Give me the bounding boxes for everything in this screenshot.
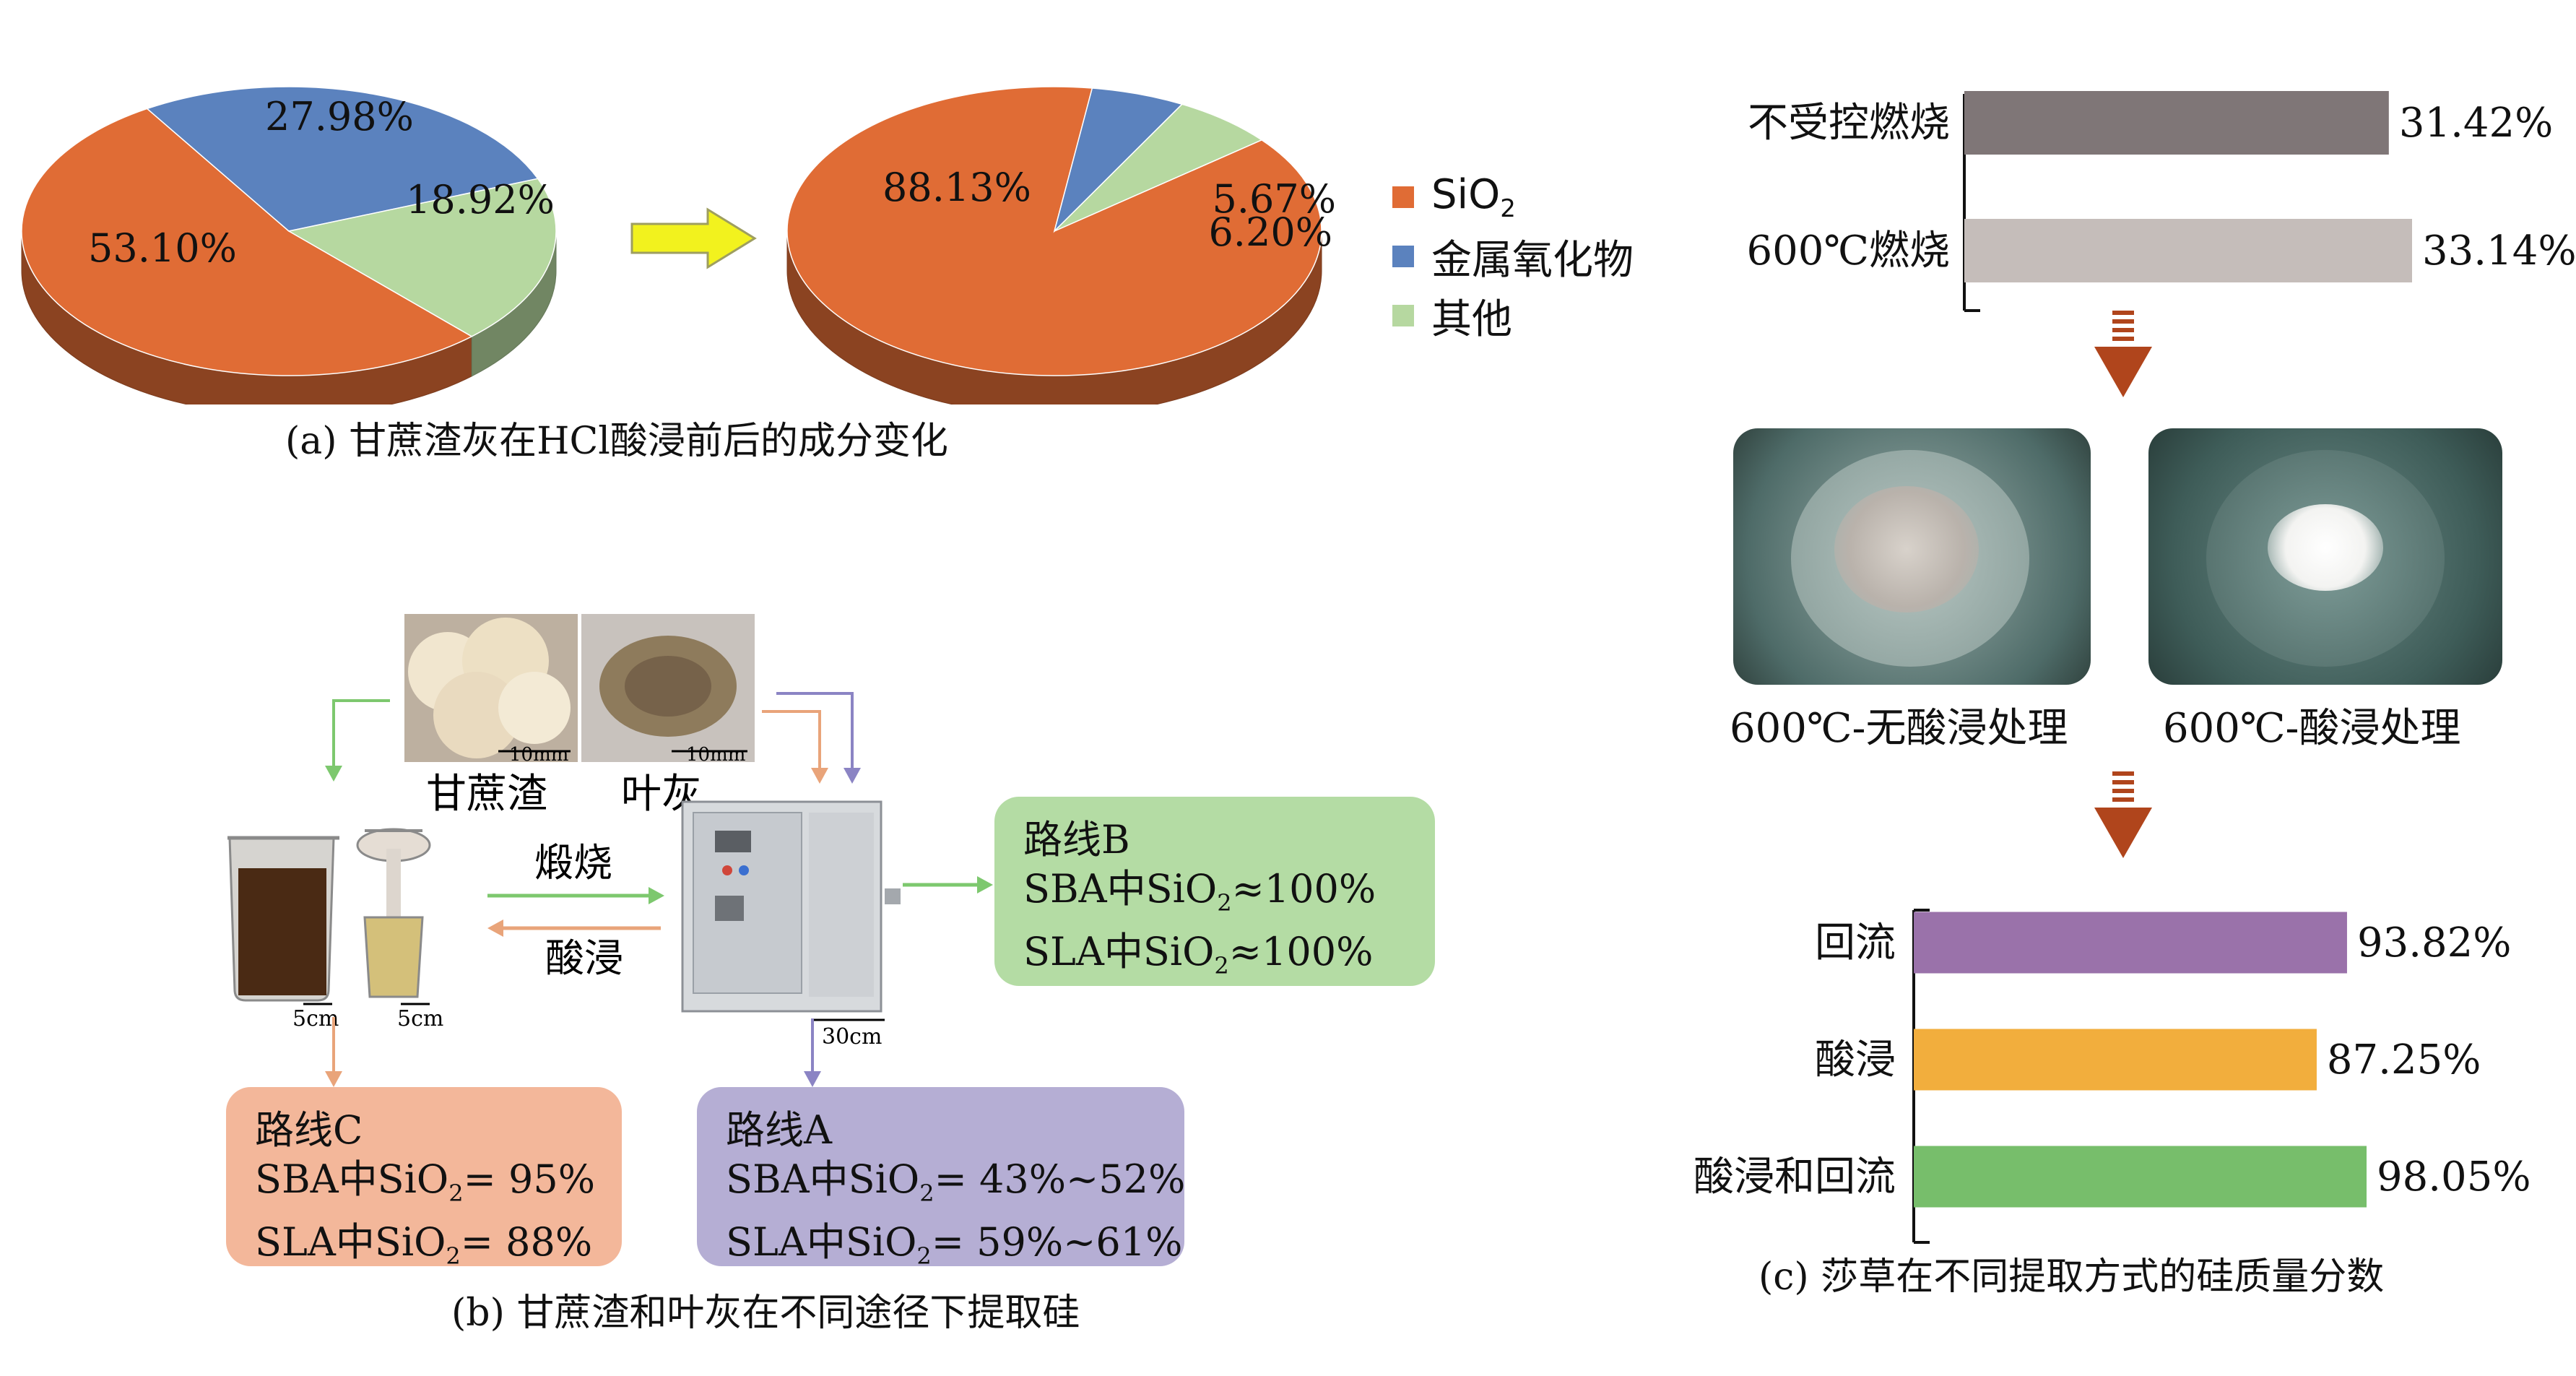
bar-chart-combustion: 不受控燃烧 31.42% 600℃燃烧 33.14% <box>1746 91 2576 312</box>
pie-slice-1 <box>146 86 539 232</box>
down-arrow-icon <box>2094 311 2152 397</box>
bar-category-1: 600℃燃烧 <box>1746 228 1950 274</box>
beaker-scale-left: 5cm <box>292 1006 339 1031</box>
route-a-box: 路线A SBA中SiO2= 43%~52% SLA中SiO2= 59%~61% <box>697 1087 1186 1270</box>
legend-swatch <box>1392 305 1414 326</box>
ash-photo-acid <box>2148 428 2502 685</box>
down-arrow-icon <box>2094 771 2152 858</box>
pie-chart-before: 53.10% 27.98% 18.92% <box>21 86 557 404</box>
route-b-line-2: SLA中SiO2≈100% <box>1023 928 1374 979</box>
pie-slice-0 <box>21 108 473 376</box>
route-b-line-1: SBA中SiO2≈100% <box>1023 866 1376 917</box>
bar-value-2: 98.05% <box>2377 1154 2531 1200</box>
furnace-scale: 30cm <box>822 1024 882 1050</box>
bar-value-0: 93.82% <box>2357 920 2512 966</box>
pie-label-2: 18.92% <box>406 177 555 222</box>
bagasse-photo <box>404 614 578 762</box>
pie-label-0: 88.13% <box>882 165 1031 210</box>
caption-panel-a: (a) 甘蔗渣灰在HCl酸浸前后的成分变化 <box>285 420 948 463</box>
photo-scale-left: 10mm <box>509 744 568 766</box>
bar-2 <box>1914 1146 2367 1208</box>
yellow-arrow-icon <box>630 207 757 269</box>
route-c-title: 路线C <box>255 1107 363 1153</box>
leaf-ash-photo <box>581 614 755 762</box>
bar-0 <box>1914 912 2347 974</box>
bar-0 <box>1964 91 2389 155</box>
process-flow-diagram: 10mm 10mm 甘蔗渣 叶灰 5cm 5cm 煅烧 酸浸 <box>227 614 993 1087</box>
route-b-title: 路线B <box>1023 817 1130 862</box>
ash-photo-no-acid <box>1733 428 2091 685</box>
route-c-line-1: SBA中SiO2= 95% <box>255 1156 596 1207</box>
beaker-scale-right: 5cm <box>397 1006 443 1031</box>
pie-chart-after: 88.13% 5.67%6.20% <box>786 86 1336 404</box>
legend-item-sio2: SiO2 <box>1392 168 1634 227</box>
route-a-line-2: SLA中SiO2= 59%~61% <box>726 1219 1183 1270</box>
bar-category-0: 不受控燃烧 <box>1748 100 1950 147</box>
bar-value-1: 87.25% <box>2327 1037 2481 1083</box>
legend-label-sub: 2 <box>1500 194 1516 224</box>
legend-item-metal-oxide: 金属氧化物 <box>1392 227 1634 286</box>
legend-label: SiO <box>1431 170 1501 218</box>
bar-value-1: 33.14% <box>2422 228 2576 274</box>
route-c-line-2: SLA中SiO2= 88% <box>255 1219 593 1270</box>
bar-category-0: 回流 <box>1815 920 1896 966</box>
bar-category-2: 酸浸和回流 <box>1694 1154 1896 1200</box>
acid-leach-label: 酸浸 <box>545 935 623 981</box>
pie-label-1: 5.67% <box>1212 176 1336 222</box>
photo-label-acid: 600℃-酸浸处理 <box>2163 705 2461 752</box>
pie-label-1: 27.98% <box>265 94 414 139</box>
muffle-furnace-icon <box>681 800 901 1013</box>
pie-slice-2 <box>287 178 557 337</box>
bar-1 <box>1964 219 2412 282</box>
pie-slice-2 <box>1054 103 1263 232</box>
photo-scale-right: 10mm <box>686 744 745 766</box>
route-b-box: 路线B SBA中SiO2≈100% SLA中SiO2≈100% <box>994 797 1435 986</box>
legend-item-other: 其他 <box>1392 286 1634 345</box>
route-c-box: 路线C SBA中SiO2= 95% SLA中SiO2= 88% <box>226 1087 622 1270</box>
bar-value-0: 31.42% <box>2399 100 2554 147</box>
route-a-line-1: SBA中SiO2= 43%~52% <box>726 1156 1186 1207</box>
legend-swatch <box>1392 186 1414 208</box>
bar-category-1: 酸浸 <box>1815 1037 1896 1083</box>
bar-chart-extraction: 回流 93.82% 酸浸 87.25% 酸浸和回流 98.05% <box>1694 909 2531 1244</box>
pie-legend: SiO2 金属氧化物 其他 <box>1392 168 1634 345</box>
caption-panel-c: (c) 莎草在不同提取方式的硅质量分数 <box>1758 1255 2385 1299</box>
bar-1 <box>1914 1029 2317 1091</box>
legend-label: 金属氧化物 <box>1431 236 1634 284</box>
photo-label-no-acid: 600℃-无酸浸处理 <box>1730 705 2068 752</box>
caption-panel-b: (b) 甘蔗渣和叶灰在不同途径下提取硅 <box>451 1291 1080 1335</box>
bagasse-label: 甘蔗渣 <box>426 771 547 818</box>
pie-label-2: 6.20% <box>1208 209 1332 255</box>
route-a-title: 路线A <box>726 1107 832 1153</box>
legend-swatch <box>1392 246 1414 267</box>
beaker-icon <box>227 836 339 1002</box>
calcine-label: 煅烧 <box>534 840 612 886</box>
separatory-funnel-icon <box>356 828 431 998</box>
pie-label-0: 53.10% <box>88 225 237 271</box>
legend-label: 其他 <box>1431 295 1512 343</box>
pie-slice-1 <box>1053 87 1184 233</box>
